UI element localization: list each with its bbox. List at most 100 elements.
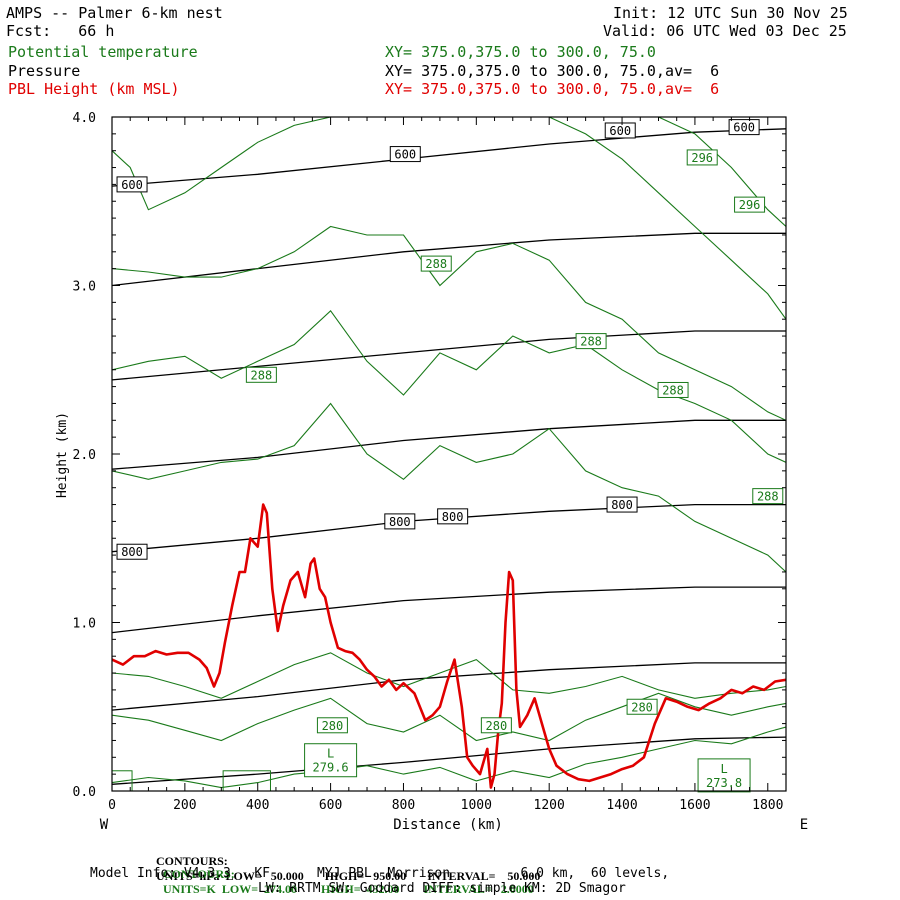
theta-label-288-6: 288 [757,490,779,504]
pressure-contour-850 [112,586,786,634]
field-potential-temperature: Potential temperature [8,43,198,61]
pressure-label-600-2: 600 [609,124,631,138]
pressure-label-800-4: 800 [121,545,143,559]
valid-time: Valid: 06 UTC Wed 03 Dec 25 [603,22,847,40]
theta-label-288-2-box [420,255,452,272]
y-tick-label-3.0: 3.0 [73,280,96,295]
low-letter-0: L [327,747,334,761]
init-time: Init: 12 UTC Sun 30 Nov 25 [613,4,848,22]
theta-contour-5 [112,225,786,421]
theta-label-296-1-box [734,196,766,213]
y-tick-label-1.0: 1.0 [73,617,96,632]
theta-label-296-0: 296 [691,151,713,165]
theta-label-296-1: 296 [739,198,761,212]
theta-contour-2 [112,652,786,699]
theta-contour-0 [112,726,786,789]
pressure-label-600-0-box [116,176,148,193]
theta-label-280-9-box [626,698,658,715]
axes: 0 200 400 600 800 1000 1200 1400 1600 1800 0.0 1.0 2… [73,111,787,813]
pressure-contour-650 [112,232,786,287]
footer-pressure-contours: CONTOURS: UNITS=hPa LOW= 50.000 HIGH= 95… [150,839,540,884]
theta-label-288-3-box [575,333,607,350]
field-pressure: Pressure [8,62,81,80]
low-letter-1: L [720,762,727,776]
forecast-hour: Fcst: 66 h [6,22,115,40]
y-tick-label-2.0: 2.0 [73,448,96,463]
theta-label-280-8-box [480,717,512,734]
footer-theta-label: CONTOURS: [163,867,235,881]
model-title: AMPS -- Palmer 6-km nest [6,4,223,22]
surface-boxes [111,770,271,792]
pressure-label-600-3-box [728,119,760,136]
footer-theta-info: UNITS=K LOW= 274.00 HIGH= 432.00 INTERVA… [163,882,534,896]
pressure-contour-800 [112,503,786,553]
pressure-contours [112,128,786,785]
theta-label-288-4-box [245,366,277,383]
contour-labels: 600 600 600 600 800 800 800 800 296 296 288 288 288 2… [116,119,784,793]
x-tick-label-1600: 1600 [679,798,710,813]
pressure-label-800-5: 800 [389,515,411,529]
pressure-contour-750 [112,419,786,470]
x-tick-label-400: 400 [246,798,269,813]
theta-label-280-7-box [316,717,348,734]
pressure-contour-900 [112,662,786,711]
pressure-label-600-0: 600 [121,178,143,192]
pressure-contour-950 [112,736,786,785]
footer-physics: LW: RRTM SW: Goddard DIFF: simple KM: 2D… [258,881,626,896]
footer-pressure-label: CONTOURS: [156,854,228,868]
x-tick-label-1200: 1200 [534,798,565,813]
y-tick-label-0.0: 0.0 [73,785,96,800]
pressure-label-800-5-box [384,513,416,530]
footer-model-info: Model Info: V4.3.3 KF MYJ PBL Morrison 6… [90,866,670,881]
theta-label-280-7: 280 [322,719,344,733]
pressure-label-800-4-box [116,543,148,560]
theta-contour-1 [112,692,786,742]
low-box-1 [697,758,751,793]
x-tick-label-0: 0 [108,798,116,813]
theta-label-280-9: 280 [631,700,653,714]
theta-contour-7 [548,117,786,320]
pressure-label-600-3: 600 [733,121,755,135]
theta-label-280-8: 280 [486,719,508,733]
x-tick-label-200: 200 [173,798,196,813]
plot-frame [111,116,787,792]
pressure-label-600-1: 600 [394,148,416,162]
theta-label-296-0-box [686,149,718,166]
pressure-label-800-7: 800 [611,498,633,512]
theta-contour-3 [112,402,786,573]
pressure-label-800-7-box [606,496,638,513]
x-tick-label-600: 600 [319,798,342,813]
theta-label-288-5: 288 [662,383,684,397]
x-axis-label: Distance (km) [393,817,503,833]
xy-theta: XY= 375.0,375.0 to 300.0, 75.0 [385,43,656,61]
xy-pressure: XY= 375.0,375.0 to 300.0, 75.0,av= 6 [385,62,720,80]
footer-theta-contours: CONTOURS: UNITS=K LOW= 274.00 HIGH= 432.… [157,852,534,897]
pressure-label-600-1-box [389,146,421,163]
pressure-label-800-6-box [437,508,469,525]
low-box-0 [304,743,358,778]
theta-label-288-2: 288 [425,257,447,271]
footer-pressure-info: UNITS=hPa LOW= 50.000 HIGH= 950.00 INTER… [156,869,541,883]
theta-contour-6 [112,117,367,211]
theta-contour-4 [112,309,786,463]
pressure-contour-600 [112,128,786,187]
pbl-height-line [112,503,786,789]
pressure-label-600-2-box [604,122,636,139]
theta-contours [112,117,786,789]
x-tick-label-1800: 1800 [752,798,783,813]
theta-label-288-6-box [752,488,784,505]
low-value-0: 279.6 [313,761,349,775]
xy-pbl: XY= 375.0,375.0 to 300.0, 75.0,av= 6 [385,80,720,98]
theta-label-288-4: 288 [251,368,273,382]
x-tick-label-1000: 1000 [461,798,492,813]
x-left-end-label: W [100,817,109,833]
low-value-1: 273.8 [706,776,742,790]
theta-label-288-3: 288 [580,335,602,349]
x-tick-label-800: 800 [392,798,415,813]
pressure-label-800-6: 800 [442,510,464,524]
y-axis-label: Height (km) [55,412,70,498]
field-pbl-height: PBL Height (km MSL) [8,80,180,98]
pbl-height-series [112,503,786,789]
x-tick-label-1400: 1400 [606,798,637,813]
